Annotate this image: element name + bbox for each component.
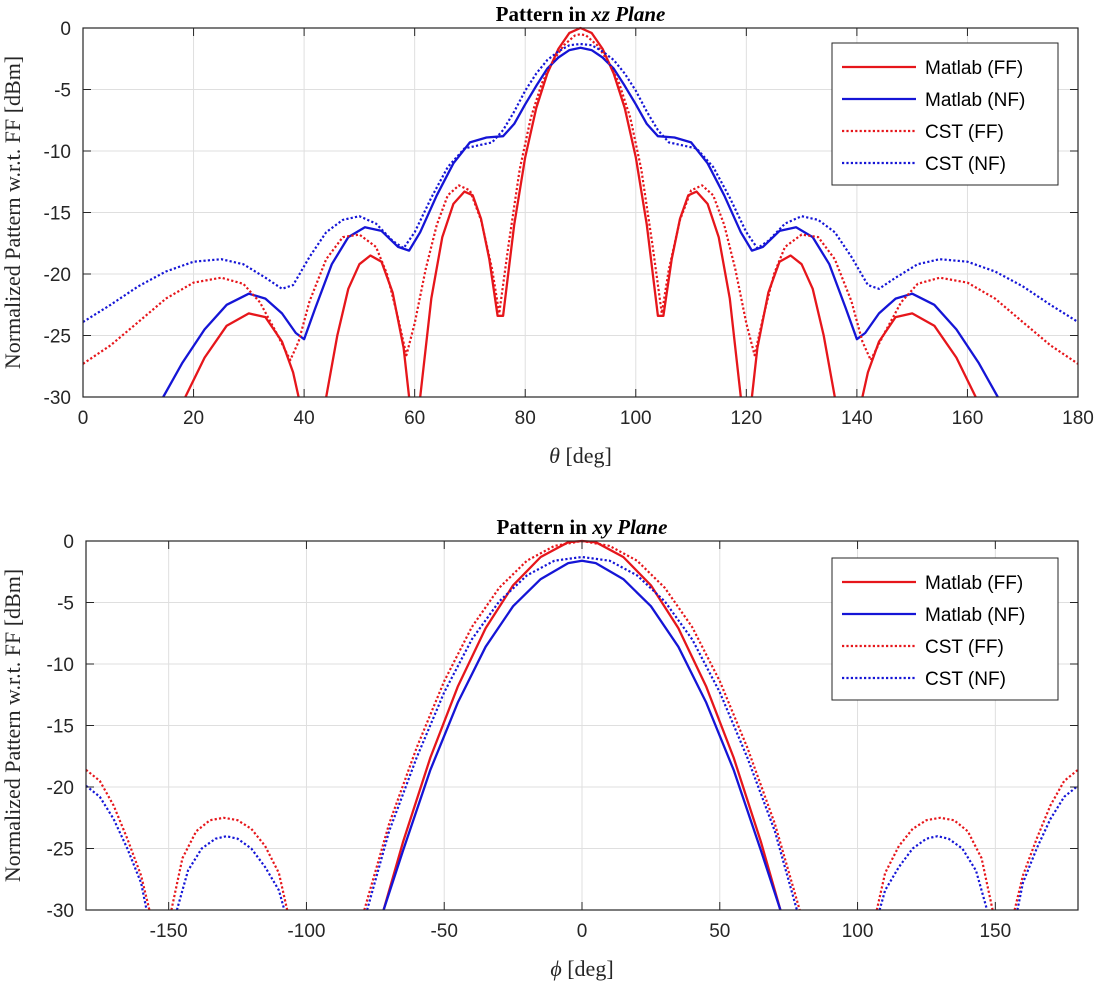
x-tick-label: 50 [709,921,730,942]
x-tick-label: 140 [841,408,873,429]
series-line-cst-nf [366,555,798,911]
y-tick-label: 0 [60,19,71,40]
series-line-cst-ff [86,768,151,911]
series-line-cst-ff [170,816,289,911]
y-tick-label: -20 [44,265,71,286]
x-axis-label: θ [deg] [549,443,612,468]
legend-entry: Matlab (NF) [925,90,1025,111]
series-line-cst-ff [1013,768,1078,911]
x-axis-label: ϕ [deg] [550,956,613,981]
series-line-cst-nf [86,784,148,911]
y-tick-label: -10 [44,142,71,163]
y-axis-label: Normalized Pattern w.r.t. FF [dBm] [0,569,25,882]
x-tick-label: -100 [287,921,325,942]
legend-entry: Matlab (NF) [925,605,1025,626]
series-line-cst-ff [83,33,1078,365]
x-tick-label: 40 [294,408,315,429]
y-axis-label: Normalized Pattern w.r.t. FF [dBm] [0,56,25,369]
y-tick-label: -20 [47,778,74,799]
y-tick-label: -10 [47,655,74,676]
x-tick-label: 160 [952,408,984,429]
y-tick-label: -15 [44,204,71,225]
x-tick-label: 180 [1062,408,1094,429]
x-tick-label: 120 [730,408,762,429]
x-tick-label: -150 [150,921,188,942]
x-tick-label: 150 [979,921,1011,942]
chart-title: Pattern in xz Plane [496,2,666,26]
y-tick-label: -5 [54,81,71,102]
y-tick-label: 0 [63,532,74,553]
series-line-cst-nf [83,42,1078,323]
series-line-cst-nf [1016,784,1078,911]
series-line-matlab-nf [162,46,999,398]
y-tick-label: -25 [44,327,71,348]
y-tick-label: -25 [47,840,74,861]
y-tick-label: -15 [47,717,74,738]
series-group [83,26,1078,398]
x-tick-label: 0 [577,921,588,942]
series-line-cst-nf [175,835,286,911]
legend-entry: Matlab (FF) [925,58,1023,79]
xz-plane-chart: 0 20 40 60 80 100 120 140 160 180 0 -5 -10 -15 -20 -25 -… [0,2,1094,468]
x-tick-label: 100 [620,408,652,429]
x-tick-label: 100 [842,921,874,942]
x-tick-label: 20 [183,408,204,429]
legend-entry: CST (NF) [925,154,1006,175]
chart-title: Pattern in xy Plane [497,515,668,539]
legend-entry: Matlab (FF) [925,573,1023,594]
series-line-matlab-ff [861,312,977,398]
y-tick-label: -30 [47,901,74,922]
series-line-cst-nf [878,835,989,911]
y-tick-label: -5 [57,594,74,615]
x-tick-label: 0 [78,408,89,429]
legend-entry: CST (NF) [925,669,1006,690]
series-line-matlab-ff [184,312,300,398]
xy-plane-chart: -150 -100 -50 0 50 100 150 0 -5 -10 -15 -20 -25 -30 Pa… [0,515,1079,981]
x-tick-label: 80 [515,408,536,429]
x-tick-label: 60 [404,408,425,429]
legend-entry: CST (FF) [925,637,1004,658]
legend-entry: CST (FF) [925,122,1004,143]
x-tick-label: -50 [430,921,457,942]
y-tick-label: -30 [44,388,71,409]
series-line-matlab-nf [382,559,782,911]
series-line-cst-ff [875,816,994,911]
